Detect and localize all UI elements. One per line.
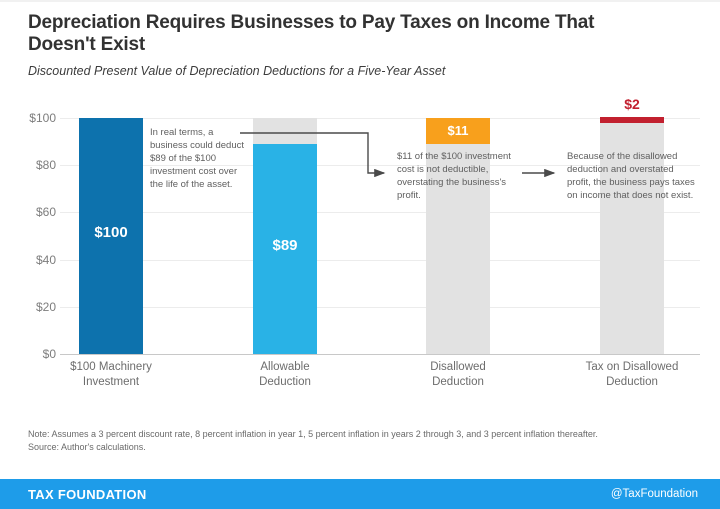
y-tick-20: $20 [35,300,56,314]
bar-allowable-deduction: $89 [253,144,317,354]
bar-disallowed-deduction-reference [426,144,490,354]
chart-subtitle: Discounted Present Value of Depreciation… [28,64,446,78]
x-label-allowable: Allowable Deduction [259,361,311,388]
bar-value-label: $89 [272,237,298,254]
page-title: Depreciation Requires Businesses to Pay … [28,12,595,55]
y-tick-0: $0 [42,347,56,361]
bar-tax-reference [600,123,664,354]
gridline-20 [60,307,700,308]
note-text: Note: Assumes a 3 percent discount rate,… [28,429,598,439]
annotation-disallowed: $11 of the $100 investment cost is not d… [397,151,511,201]
bar-disallowed-deduction-group: $11 [426,118,490,354]
bar-allowable-deduction-reference: $89 [253,118,317,354]
source-text: Source: Author's calculations. [28,442,146,452]
x-axis-line [60,354,700,355]
x-label-disallowed: Disallowed Deduction [430,361,486,388]
x-label-machinery: $100 Machinery Investment [70,361,152,388]
bar-value-label: $100 [94,224,128,241]
segment-value-label: $2 [624,96,640,112]
bar-tax-disallowed-group: $2 [600,96,664,354]
y-tick-40: $40 [35,253,56,267]
footer-twitter-handle: @TaxFoundation [610,488,698,500]
bar-chart: $100 $80 $60 $40 $20 $0 $100 $89 $11 $2 [0,2,720,422]
y-tick-100: $100 [29,111,56,125]
footer-bar: TAX FOUNDATION @TaxFoundation [0,479,720,509]
bar-disallowed-deduction-segment: $11 [426,118,490,144]
annotation-allowable: In real terms, a business could deduct $… [150,127,245,190]
bar-machinery-investment: $100 [79,118,143,354]
note-block: Note: Assumes a 3 percent discount rate,… [28,428,698,454]
y-tick-60: $60 [35,205,56,219]
annotation-tax: Because of the disallowed deduction and … [567,151,695,201]
gridline-100 [60,118,700,119]
segment-value-label: $11 [447,123,469,138]
bar-tax-segment [600,117,664,123]
footer-brand: TAX FOUNDATION [28,486,147,502]
gridline-40 [60,260,700,261]
y-tick-80: $80 [35,158,56,172]
x-label-tax: Tax on Disallowed Deduction [585,361,679,388]
gridline-60 [60,212,700,213]
